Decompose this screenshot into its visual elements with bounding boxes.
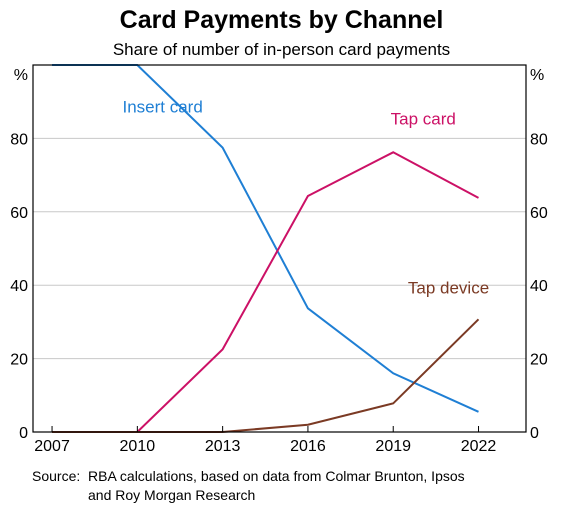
y-unit-left: % [14, 67, 28, 84]
x-tick-label-2022: 2022 [461, 438, 497, 455]
y-tick-left-40: 40 [10, 278, 28, 295]
plot-border [32, 64, 527, 433]
y-tick-right-40: 40 [530, 278, 548, 295]
series-labels: Insert card Tap card Tap device [122, 98, 489, 298]
y-tick-right-60: 60 [530, 205, 548, 222]
plot-frame [32, 64, 527, 433]
series-line-tap-device [52, 318, 480, 433]
x-tick-label-2013: 2013 [205, 438, 241, 455]
gridlines [33, 137, 526, 360]
source-note: Source: RBA calculations, based on data … [32, 467, 465, 505]
chart-subtitle: Share of number of in-person card paymen… [112, 40, 451, 59]
x-tick-label-2016: 2016 [290, 438, 326, 455]
source-label: Source: [32, 468, 81, 484]
y-unit-right: % [530, 67, 544, 84]
axis-ticks: 2007 2010 2013 2016 2019 2022 0 0 20 20 40 40 60 60 80… [10, 67, 548, 455]
y-tick-left-20: 20 [10, 352, 28, 369]
y-tick-left-60: 60 [10, 205, 28, 222]
series-label-tap-device: Tap device [408, 278, 489, 297]
series-label-tap-card: Tap card [391, 109, 456, 128]
y-tick-right-80: 80 [530, 131, 548, 148]
x-tick-label-2010: 2010 [120, 438, 156, 455]
y-tick-right-0: 0 [530, 425, 539, 442]
y-tick-left-0: 0 [19, 425, 28, 442]
source-line-2: and Roy Morgan Research [88, 487, 256, 503]
y-tick-right-20: 20 [530, 352, 548, 369]
source-line-1: RBA calculations, based on data from Col… [88, 468, 465, 484]
x-tick-label-2019: 2019 [375, 438, 411, 455]
x-tick-label-2007: 2007 [34, 438, 70, 455]
y-tick-left-80: 80 [10, 131, 28, 148]
series-label-insert-card: Insert card [122, 98, 202, 117]
chart-title: Card Payments by Channel [119, 6, 444, 34]
